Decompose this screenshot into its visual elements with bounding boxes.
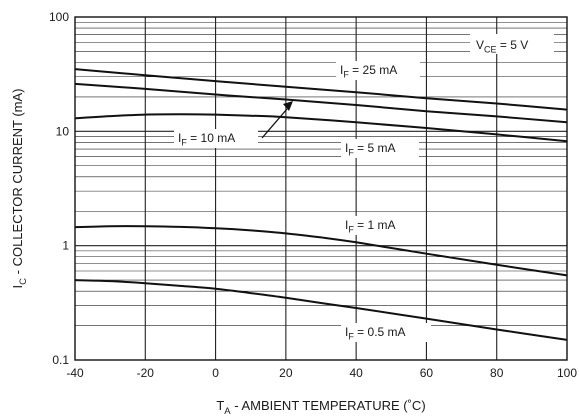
annotations: VCE = 5 V [261,34,554,139]
series-label-bg [341,139,419,158]
series-label-bg [174,129,258,148]
y-tick-label: 0.1 [52,353,69,367]
y-axis-title: IC - COLLECTOR CURRENT (mA) [10,89,29,289]
series-line-3 [74,225,568,277]
series-line-2 [74,113,568,143]
series-line-0 [74,68,568,111]
y-tick-label: 100 [49,10,69,24]
series-line-4 [74,279,568,341]
grid [75,17,567,360]
series-label-bg [336,61,420,80]
series-line-1 [74,82,568,124]
condition-bg [470,34,554,54]
y-axis-ticks: 0.1 1 10 100 [49,10,69,367]
x-tick-label: 100 [557,366,577,380]
x-tick-label: 60 [420,366,434,380]
annotation-arrow [261,108,288,139]
x-tick-label: 80 [490,366,504,380]
condition-label: VCE = 5 V [476,38,528,55]
series-label-bg [341,216,419,235]
series-labels: IF = 25 mA IF = 10 mA IF = 5 mA IF = 1 mA IF… [174,61,431,342]
arrow-head-icon [283,101,293,111]
series-label: IF = 10 mA [178,131,235,148]
series-label: IF = 25 mA [340,63,397,80]
series-label: IF = 1 mA [345,218,396,235]
x-axis-title: TA - AMBIENT TEMPERATURE (˚C) [216,398,425,416]
series-group [74,68,568,341]
x-axis-ticks: -40 -20 0 20 40 60 80 100 [66,366,577,380]
x-tick-label: 20 [279,366,293,380]
series-label-bg [341,323,431,342]
series-label: IF = 0.5 mA [345,325,406,342]
y-tick-label: 1 [62,239,69,253]
series-label: IF = 5 mA [345,141,396,158]
plot-frame [74,16,568,361]
y-tick-label: 10 [56,124,70,138]
x-tick-label: 0 [212,366,219,380]
x-tick-label: -40 [66,366,84,380]
x-tick-label: -20 [137,366,155,380]
x-tick-label: 40 [349,366,363,380]
